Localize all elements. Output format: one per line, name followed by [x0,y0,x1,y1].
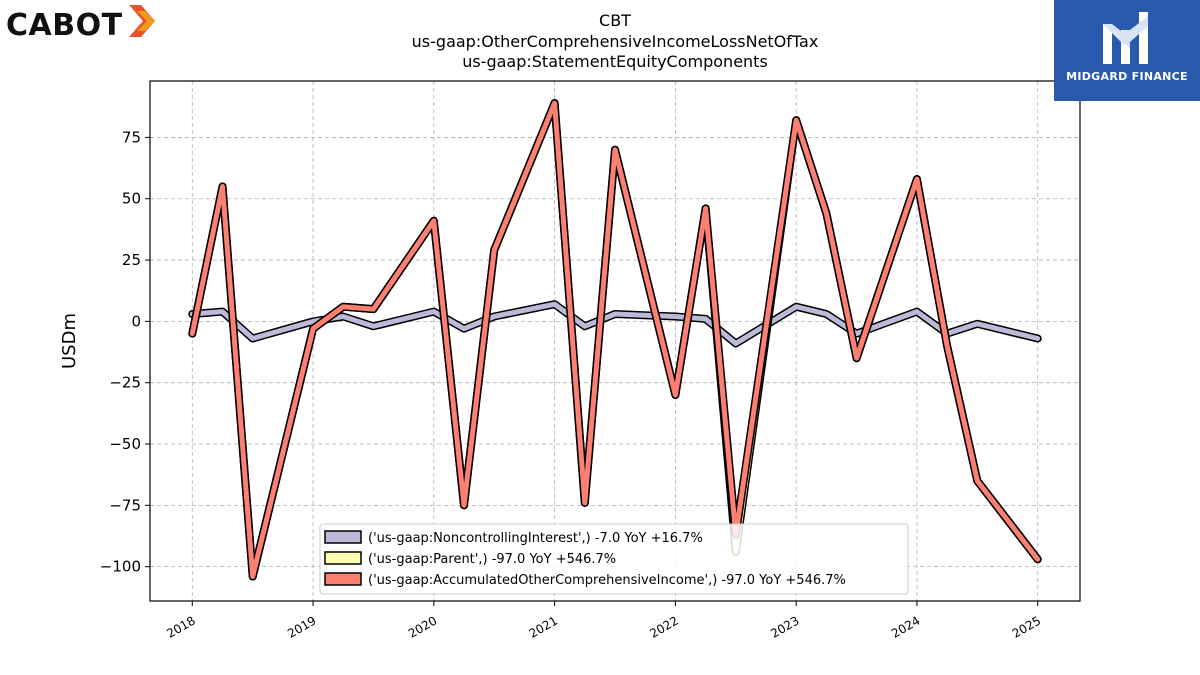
y-tick-label: −50 [109,435,141,453]
x-tick-label: 2019 [285,613,318,640]
y-axis: −100 −75 −50 −25 0 25 50 75 [100,128,150,576]
plot-frame [149,80,1081,602]
x-tick-label: 2021 [527,613,560,640]
y-tick-label: 0 [131,312,141,330]
series-lines [188,99,1042,581]
legend-swatch [324,551,362,565]
x-tick-label: 2020 [406,613,439,640]
chart-subtitle-1: us-gaap:OtherComprehensiveIncomeLossNetO… [411,32,819,51]
y-tick-label: 25 [122,251,141,269]
legend-swatch [324,530,362,544]
series-line [189,100,1041,579]
y-tick-label: −100 [100,558,141,576]
x-tick-label: 2022 [647,613,680,640]
midgard-finance-logo: MIDGARD FINANCE [1054,0,1200,101]
chart-title: CBT [599,11,631,30]
chart-subtitle-2: us-gaap:StatementEquityComponents [462,52,768,71]
x-tick-label: 2023 [768,613,801,640]
midgard-logo-text: MIDGARD FINANCE [1066,70,1188,83]
chevron-logo-icon [128,4,155,37]
midgard-emblem-icon [1103,12,1148,64]
legend: ('us-gaap:NoncontrollingInterest',) -7.0… [319,523,909,595]
legend-label: ('us-gaap:AccumulatedOtherComprehensiveI… [368,573,846,588]
x-tick-label: 2024 [889,613,922,640]
x-axis: 2018 2019 2020 2021 2022 2023 2024 2025 [164,601,1043,641]
legend-box [319,523,909,595]
x-tick-label: 2025 [1010,613,1043,640]
legend-swatch [324,572,362,586]
y-tick-label: 50 [122,190,141,208]
y-axis-label: USDm [59,313,80,369]
company-logo: CABOT [6,4,159,43]
grid-lines [150,81,1080,601]
series-aoci [188,99,1042,581]
y-tick-label: −75 [109,496,141,514]
legend-label: ('us-gaap:Parent',) -97.0 YoY +546.7% [368,552,616,567]
x-tick-label: 2018 [164,613,197,640]
legend-label: ('us-gaap:NoncontrollingInterest',) -7.0… [368,531,703,546]
company-logo-text: CABOT [6,8,123,43]
y-tick-label: −25 [109,374,141,392]
y-tick-label: 75 [122,128,141,146]
